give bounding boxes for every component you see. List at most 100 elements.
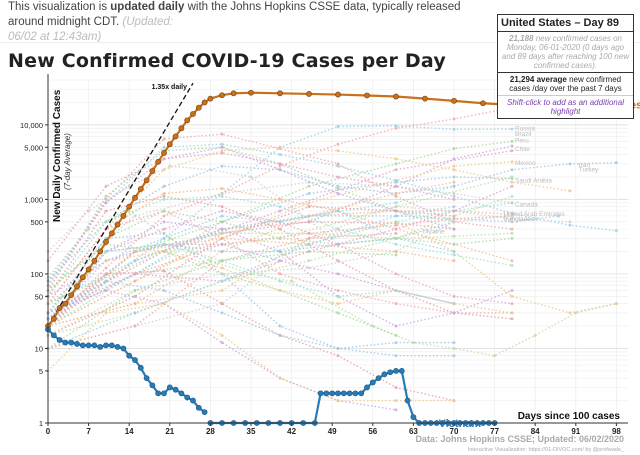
series-point-bg: [290, 205, 294, 209]
background-series: [46, 106, 618, 412]
series-point-bg: [220, 164, 224, 168]
series-point-united-states: [50, 315, 57, 322]
series-point-bg: [336, 187, 340, 191]
series-point-bg: [452, 227, 456, 231]
x-tick-label: 21: [165, 427, 174, 436]
series-point-bg: [510, 231, 514, 235]
series-label: United Arab Emirates: [503, 211, 565, 218]
series-point-bg: [220, 266, 224, 270]
x-tick-label: 70: [450, 427, 459, 436]
series-point-bg: [394, 341, 398, 345]
series-point-bg: [162, 184, 166, 188]
series-line-bg: [47, 146, 455, 286]
x-tick-label: 84: [531, 427, 540, 436]
series-point-bg: [568, 189, 572, 193]
series-line-bg: [47, 243, 455, 314]
series-point-bg: [452, 259, 456, 263]
series-point-united-states: [364, 92, 370, 99]
series-point-bg: [133, 259, 137, 263]
series-point-bg: [278, 197, 282, 201]
series-point-bg: [394, 178, 398, 182]
series-point-bg: [510, 149, 514, 153]
series-point-bg: [127, 209, 131, 213]
y-tick-label: 100: [30, 270, 43, 279]
series-point-bg: [307, 231, 311, 235]
series-point-bg: [394, 126, 398, 130]
series-point-vietnam: [103, 342, 109, 349]
series-point-bg: [336, 302, 340, 306]
y-axis-sublabel: (7-day Average): [63, 133, 72, 190]
y-tick-label: 1,000: [24, 195, 43, 204]
series-point-vietnam: [398, 368, 405, 374]
series-point-bg: [394, 253, 398, 257]
series-point-bg: [510, 263, 514, 267]
series-point-bg: [394, 231, 398, 235]
series-point-bg: [133, 288, 137, 292]
series-point-bg: [336, 175, 340, 179]
series-point-bg: [104, 288, 108, 292]
series-point-vietnam: [178, 390, 185, 397]
series-point-bg: [307, 220, 311, 224]
series-point-bg: [452, 217, 456, 221]
source-text: Data: Johns Hopkins CSSE; Updated: 06/02…: [415, 434, 624, 444]
series-line-bg: [47, 205, 571, 350]
series-line-bg: [47, 146, 571, 305]
series-point-vietnam: [404, 397, 411, 404]
series-point-bg: [220, 250, 224, 253]
series-point-united-states: [393, 93, 399, 100]
series-point-bg: [614, 302, 618, 306]
series-point-vietnam: [352, 390, 359, 397]
x-tick-label: 56: [368, 427, 377, 436]
series-point-bg: [249, 175, 253, 179]
series-line-bg: [47, 205, 455, 350]
series-point-bg: [568, 220, 572, 224]
series-point-bg: [162, 157, 166, 161]
series-point-bg: [510, 194, 514, 198]
series-point-bg: [452, 205, 456, 209]
info-box[interactable]: United States – Day 89 21,188 new confir…: [497, 14, 634, 119]
series-point-bg: [394, 209, 398, 213]
series-point-united-states: [230, 90, 237, 97]
series-point-vietnam: [120, 345, 127, 352]
series-point-bg: [452, 192, 456, 196]
series-line-bg: [47, 243, 455, 305]
series-label: Ukraine: [422, 229, 445, 236]
series-point-bg: [278, 324, 282, 328]
series-point-vietnam: [393, 368, 399, 374]
y-axis-label: New Daily Confirmed Cases: [52, 89, 63, 222]
series-point-vietnam: [375, 375, 382, 382]
y-tick-label: 5,000: [24, 143, 43, 152]
series-point-bg: [394, 242, 398, 246]
series-point-bg: [220, 272, 224, 276]
series-point-bg: [336, 142, 340, 146]
series-point-bg: [133, 311, 137, 315]
series-point-bg: [278, 164, 282, 168]
series-point-vietnam: [410, 414, 417, 420]
series-point-bg: [162, 269, 166, 273]
series-point-bg: [510, 160, 514, 164]
series-point-bg: [394, 184, 398, 188]
series-point-vietnam: [62, 339, 69, 346]
series-end-label: Vietnam: [439, 418, 482, 430]
series-point-united-states: [137, 186, 144, 192]
series-point-bg: [336, 209, 340, 213]
series-point-bg: [162, 242, 166, 246]
series-point-bg: [614, 229, 618, 233]
series-point-vietnam: [149, 382, 156, 389]
series-point-bg: [452, 147, 456, 151]
series-point-bg: [510, 144, 514, 148]
series-point-bg: [614, 161, 618, 165]
series-point-united-states: [172, 133, 179, 140]
series-point-bg: [278, 209, 282, 213]
series-point-bg: [278, 220, 282, 224]
series-point-united-states: [68, 292, 75, 299]
series-point-bg: [220, 142, 224, 146]
series-point-united-states: [480, 100, 486, 107]
series-point-bg: [394, 272, 398, 276]
series-point-bg: [452, 346, 456, 350]
series-point-bg: [278, 153, 282, 157]
series-point-vietnam: [74, 341, 80, 347]
series-point-bg: [278, 272, 282, 276]
series-point-bg: [510, 317, 514, 321]
series-point-bg: [220, 192, 224, 196]
